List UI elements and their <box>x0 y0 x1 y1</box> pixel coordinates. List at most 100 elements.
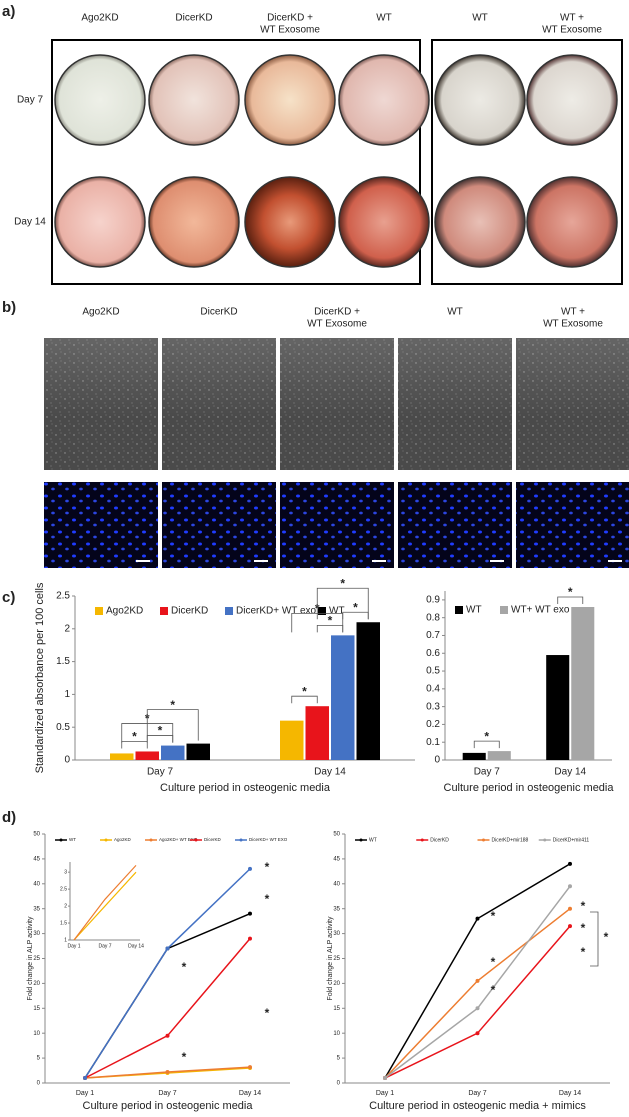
dish <box>526 54 618 146</box>
legend-marker <box>239 838 243 842</box>
legend-label: WT <box>369 837 377 843</box>
legend-label: Ago2KD+ WT EXO <box>159 837 198 842</box>
y-tick-label: 40 <box>33 881 40 887</box>
x-tick-label: Day 14 <box>239 1090 261 1097</box>
bar <box>356 622 380 760</box>
legend-marker <box>420 838 424 842</box>
legend-label: DicerKD <box>204 837 222 842</box>
significance-star: * <box>182 1050 187 1064</box>
point <box>248 911 252 916</box>
significance-star: * <box>353 600 358 614</box>
y-tick-label: 5 <box>37 1056 41 1062</box>
column-header: DicerKD + <box>267 13 313 24</box>
y-tick-label: 50 <box>33 832 40 838</box>
image-shade <box>516 338 629 470</box>
x-axis-label: Culture period in osteogenic media <box>160 782 331 794</box>
point <box>83 1076 87 1081</box>
legend-label: WT <box>466 605 482 616</box>
y-tick-label: 20 <box>333 981 340 987</box>
significance-star: * <box>491 909 496 923</box>
bar <box>546 655 570 760</box>
y-tick-label: 30 <box>333 931 340 937</box>
x-tick-label: Day 1 <box>76 1090 94 1097</box>
x-axis-label: Culture period in osteogenic media <box>444 782 615 794</box>
point <box>568 906 572 911</box>
legend-label: WT+ WT exo <box>511 605 570 616</box>
column-header: Ago2KD <box>82 307 119 318</box>
point <box>165 946 170 951</box>
significance-star: * <box>182 960 187 974</box>
y-tick-label: 0.2 <box>426 719 440 730</box>
legend-swatch <box>455 606 463 614</box>
y-tick-label: 25 <box>33 956 40 962</box>
inset-y-tick-label: 1.5 <box>60 920 67 926</box>
dish <box>434 54 526 146</box>
significance-star: * <box>302 684 307 698</box>
significance-star: * <box>265 1006 270 1020</box>
inset-x-tick-label: Day 7 <box>98 943 111 949</box>
dish <box>244 176 336 268</box>
series-line <box>84 938 251 1079</box>
x-tick-label: Day 14 <box>314 767 346 778</box>
y-tick-label: 1 <box>64 689 70 700</box>
legend-marker <box>194 838 198 842</box>
y-tick-label: 0.4 <box>426 683 440 694</box>
column-header: Ago2KD <box>81 13 118 24</box>
dish <box>434 176 526 268</box>
legend-swatch <box>225 607 233 615</box>
legend-marker <box>482 838 485 842</box>
y-axis-label: Standardized absorbance per 100 cells <box>34 582 46 773</box>
significance-star: * <box>491 955 496 969</box>
legend-label: Ago2KD <box>106 606 143 617</box>
column-header: WT Exosome <box>260 25 320 36</box>
inset-y-tick-label: 1 <box>64 937 67 943</box>
series-line <box>384 908 571 1079</box>
column-header: DicerKD + <box>314 307 360 318</box>
column-header: WT Exosome <box>542 25 602 36</box>
y-tick-label: 10 <box>333 1031 340 1037</box>
significance-bracket <box>316 587 369 620</box>
y-tick-label: 40 <box>333 881 340 887</box>
inset-y-tick-label: 2.5 <box>60 886 67 892</box>
bar <box>110 753 134 760</box>
dish <box>338 176 430 268</box>
significance-bracket <box>473 740 500 749</box>
significance-bracket <box>121 741 148 749</box>
image-shade <box>280 338 394 470</box>
legend-label: DicerKD <box>171 606 208 617</box>
frame <box>431 39 623 285</box>
inset-y-tick-label: 3 <box>64 870 67 876</box>
y-tick-label: 0.9 <box>426 595 440 606</box>
significance-bracket <box>146 709 199 741</box>
y-tick-label: 0.7 <box>426 630 440 641</box>
y-tick-label: 0.6 <box>426 648 440 659</box>
legend-label: DicerKD <box>430 837 449 843</box>
significance-star: * <box>170 698 175 712</box>
bar <box>487 751 511 760</box>
legend-label: WT <box>69 837 76 842</box>
series-line <box>384 925 571 1079</box>
point <box>568 884 572 889</box>
y-tick-label: 15 <box>333 1006 340 1012</box>
x-tick-label: Day 14 <box>554 767 586 778</box>
significance-star: * <box>568 585 573 599</box>
point <box>568 861 572 866</box>
image-shade <box>44 338 158 470</box>
dish <box>148 54 240 146</box>
y-tick-label: 35 <box>33 906 40 912</box>
y-tick-label: 30 <box>33 931 40 937</box>
dish <box>338 54 430 146</box>
legend-marker <box>149 838 153 842</box>
inset-y-tick-label: 2 <box>64 903 67 909</box>
y-tick-label: 45 <box>333 856 340 862</box>
panel-label: b) <box>2 299 16 316</box>
column-header: DicerKD <box>175 13 212 24</box>
x-tick-label: Day 7 <box>474 767 501 778</box>
y-tick-label: 0.1 <box>426 737 440 748</box>
point <box>383 1076 387 1081</box>
significance-bracket <box>557 596 584 605</box>
y-tick-label: 15 <box>33 1006 40 1012</box>
panel-label: a) <box>2 3 15 20</box>
inset-series-line <box>73 864 137 941</box>
